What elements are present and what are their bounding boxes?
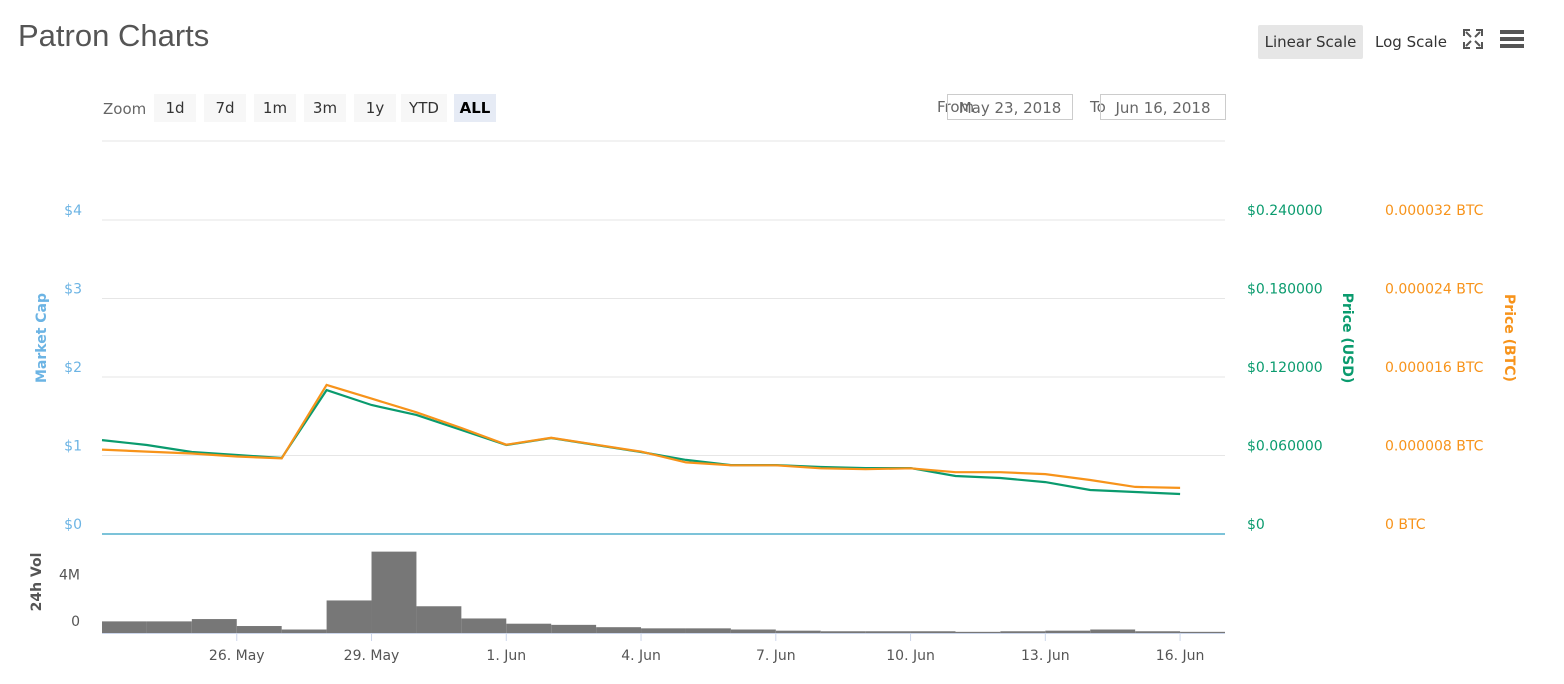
y3-tick-label: 0 BTC — [1385, 517, 1426, 533]
to-date[interactable]: Jun 16, 2018 — [1100, 94, 1226, 120]
volume-bar — [146, 621, 192, 633]
y2-tick-label: $0 — [1247, 517, 1265, 533]
volume-bar — [1000, 631, 1046, 633]
x-tick-label: 26. May — [209, 648, 265, 664]
menu-icon[interactable] — [1500, 30, 1524, 48]
volume-bar — [371, 551, 417, 633]
volume-bar — [641, 628, 686, 633]
from-label: From — [937, 98, 975, 116]
x-tick-label: 13. Jun — [1021, 648, 1070, 664]
x-tick-label: 29. May — [344, 648, 400, 664]
y2-axis-title: Price (USD) — [1339, 293, 1355, 384]
volume-bar — [910, 631, 956, 633]
y-axis-title: 24h Vol — [29, 553, 45, 612]
x-tick-label: 7. Jun — [756, 648, 796, 664]
volume-bar — [416, 606, 462, 633]
from-date[interactable]: May 23, 2018 — [947, 94, 1073, 120]
zoom-button[interactable]: 7d — [204, 94, 246, 122]
y2-tick-label: $0.180000 — [1247, 282, 1323, 298]
y2-tick-label: $0.120000 — [1247, 360, 1323, 376]
x-tick-label: 4. Jun — [621, 648, 661, 664]
x-tick-label: 16. Jun — [1156, 648, 1205, 664]
volume-bar — [1090, 629, 1136, 633]
y-axis-title: Market Cap — [34, 293, 50, 383]
volume-bar — [281, 629, 327, 633]
volume-bar — [955, 631, 1001, 633]
chart-title: Patron Charts — [18, 18, 210, 53]
toolbar-icons — [1463, 29, 1524, 49]
scale-button[interactable]: Log Scale — [1375, 33, 1447, 51]
zoom-button[interactable]: 1d — [154, 94, 196, 122]
volume-bar — [102, 621, 147, 633]
y-tick-label: $4 — [64, 203, 82, 219]
y-tick-label: $0 — [64, 517, 82, 533]
y3-tick-label: 0.000008 BTC — [1385, 439, 1484, 455]
zoom-label: Zoom — [103, 100, 147, 118]
price-line — [101, 383, 1181, 489]
price-line — [101, 388, 1181, 496]
volume-bar — [236, 626, 282, 633]
y2-tick-label: $0.240000 — [1247, 203, 1323, 219]
zoom-button[interactable]: 3m — [304, 94, 346, 122]
to-label: To — [1090, 98, 1106, 116]
volume-bar — [596, 627, 642, 633]
y3-tick-label: 0.000016 BTC — [1385, 360, 1484, 376]
volume-bar — [551, 624, 597, 633]
fullscreen-icon[interactable] — [1463, 29, 1483, 49]
volume-bar — [865, 631, 911, 633]
volume-bar — [506, 623, 552, 633]
y-tick-label: $2 — [64, 360, 82, 376]
y-tick-label: $3 — [64, 282, 82, 298]
volume-bar — [326, 600, 372, 633]
volume-bar — [1045, 630, 1091, 633]
volume-bar — [730, 629, 776, 633]
volume-bar — [1135, 631, 1181, 633]
zoom-button[interactable]: ALL — [454, 94, 496, 122]
volume-bar — [820, 631, 866, 633]
volume-bar — [461, 618, 507, 633]
x-tick-label: 10. Jun — [886, 648, 935, 664]
y-tick-label: 0 — [71, 614, 80, 630]
y3-tick-label: 0.000032 BTC — [1385, 203, 1484, 219]
y2-tick-label: $0.060000 — [1247, 439, 1323, 455]
zoom-button[interactable]: 1m — [254, 94, 296, 122]
volume-bar — [191, 619, 237, 633]
y3-tick-label: 0.000024 BTC — [1385, 282, 1484, 298]
volume-bar — [775, 630, 821, 633]
x-tick-label: 1. Jun — [486, 648, 526, 664]
y-tick-label: 4M — [59, 568, 80, 584]
scale-button[interactable]: Linear Scale — [1258, 25, 1363, 59]
y-tick-label: $1 — [64, 439, 82, 455]
volume-bar — [685, 628, 731, 633]
volume-bar — [1180, 631, 1225, 633]
y3-axis-title: Price (BTC) — [1501, 294, 1517, 382]
zoom-button[interactable]: 1y — [354, 94, 396, 122]
zoom-button[interactable]: YTD — [401, 94, 447, 122]
